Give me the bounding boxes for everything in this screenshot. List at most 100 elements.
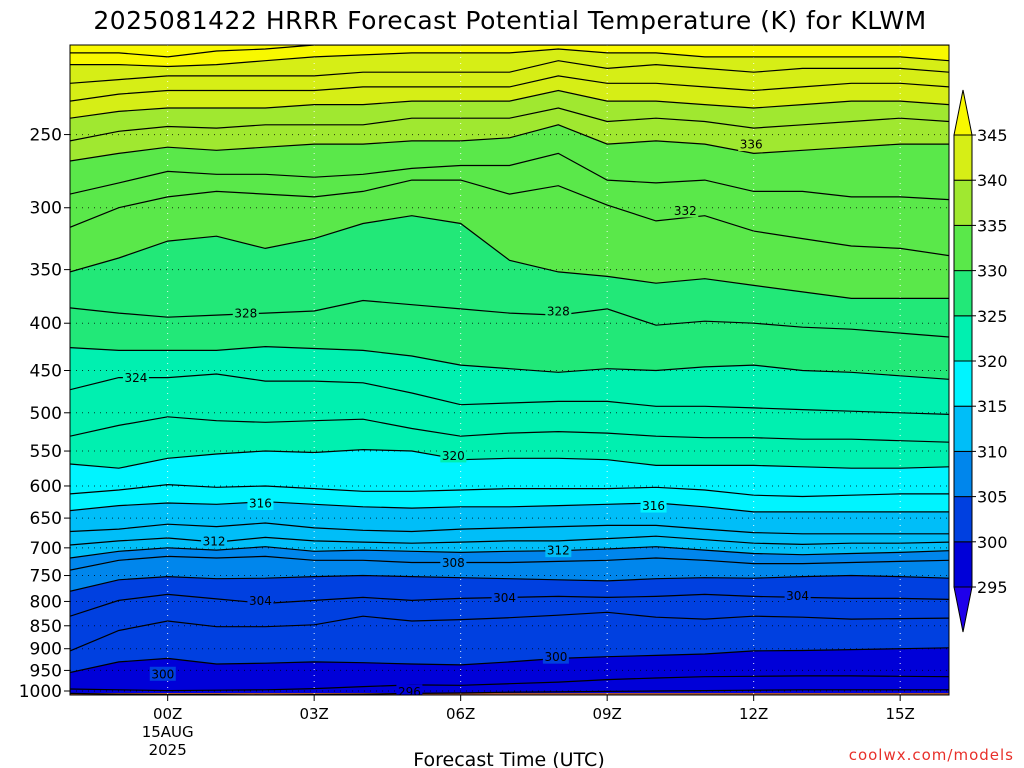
contour-label: 316 bbox=[247, 495, 274, 510]
contour-label-bg bbox=[545, 303, 572, 318]
y-tick-label: 300 bbox=[30, 199, 62, 219]
contour-label: 312 bbox=[201, 533, 228, 548]
x-tick-label: 12Z bbox=[739, 705, 768, 723]
colorbar-tick-label: 305 bbox=[977, 488, 1008, 507]
colorbar-tick-label: 335 bbox=[977, 216, 1008, 235]
y-axis: 250 300 350 400 450 500 550 600 650 700 750 800 850 9… bbox=[19, 126, 70, 702]
colorbar-tick-label: 300 bbox=[977, 533, 1008, 552]
colorbar-swatch bbox=[953, 405, 973, 452]
colorbar-tick-label: 320 bbox=[977, 352, 1008, 371]
isentrope-line bbox=[70, 647, 949, 674]
isentrope-line bbox=[70, 483, 949, 498]
isentrope-line bbox=[70, 215, 949, 299]
colorbar-swatch bbox=[953, 541, 973, 588]
contour-label-text: 332 bbox=[674, 204, 697, 218]
contour-label: 316 bbox=[640, 498, 667, 513]
contour-label-bg bbox=[247, 593, 274, 608]
contour-label-bg bbox=[491, 590, 518, 605]
isentrope-line bbox=[70, 546, 949, 559]
terrain-layer bbox=[70, 693, 949, 695]
y-tick-label: 600 bbox=[30, 477, 62, 497]
contour-label: 320 bbox=[440, 448, 467, 463]
colorbar-swatch bbox=[953, 360, 973, 407]
contour-label-text: 300 bbox=[544, 650, 567, 664]
theta-band-346 bbox=[70, 45, 949, 67]
contour-labels: 336 332 328 328 324 320 316 316 312 312 308 304 304 3… bbox=[122, 137, 811, 699]
x-tick-label: 00Z bbox=[153, 705, 182, 723]
x-tick-label: 06Z bbox=[446, 705, 475, 723]
contour-label-bg bbox=[232, 306, 259, 321]
contour-label: 300 bbox=[149, 666, 176, 681]
contour-label-bg bbox=[440, 448, 467, 463]
isentrope-line bbox=[70, 501, 949, 513]
contour-label: 328 bbox=[545, 303, 572, 318]
isentrope-line bbox=[70, 60, 949, 84]
isentrope-line bbox=[70, 555, 949, 571]
contour-label: 324 bbox=[122, 370, 149, 385]
plot-area: 336 332 328 328 324 320 316 316 312 312 308 304 304 3… bbox=[70, 45, 949, 699]
contour-label-text: 316 bbox=[642, 499, 665, 513]
contour-label-bg bbox=[396, 684, 423, 695]
contour-label: 336 bbox=[738, 137, 765, 152]
colorbar-tick-label: 325 bbox=[977, 307, 1008, 326]
contour-label-bg bbox=[440, 555, 467, 570]
isentrope-line bbox=[70, 107, 949, 142]
contour-label: 312 bbox=[545, 543, 572, 558]
x-tick-date: 15AUG bbox=[142, 723, 194, 741]
contour-label-text: 328 bbox=[234, 307, 257, 321]
contour-label-text: 308 bbox=[442, 556, 465, 570]
colorbar-tick-label: 330 bbox=[977, 262, 1008, 281]
contour-label-bg bbox=[247, 495, 274, 510]
contour-label: 332 bbox=[672, 203, 699, 218]
y-tick-label: 500 bbox=[30, 404, 62, 424]
colorbar-tick-label: 310 bbox=[977, 442, 1008, 461]
x-tick-label: 03Z bbox=[299, 705, 328, 723]
isentrope-line bbox=[70, 448, 949, 469]
isentrope-line bbox=[70, 179, 949, 257]
y-tick-label: 1000 bbox=[19, 682, 62, 702]
x-tick-year: 2025 bbox=[149, 741, 187, 759]
y-tick-label: 850 bbox=[30, 617, 62, 637]
colorbar-tick-label: 345 bbox=[977, 126, 1008, 145]
contour-label-text: 316 bbox=[249, 496, 272, 510]
contour-label-text: 296 bbox=[398, 685, 421, 699]
colorbar-swatch bbox=[953, 270, 973, 317]
contour-label-text: 304 bbox=[493, 591, 516, 605]
contour-label: 304 bbox=[491, 590, 518, 605]
y-tick-label: 700 bbox=[30, 539, 62, 559]
contour-label-bg bbox=[545, 543, 572, 558]
contour-label-text: 320 bbox=[442, 449, 465, 463]
colorbar-swatch bbox=[953, 450, 973, 498]
contour-label-text: 300 bbox=[151, 667, 174, 681]
chart-title: 2025081422 HRRR Forecast Potential Tempe… bbox=[93, 6, 926, 35]
contour-label-text: 312 bbox=[547, 544, 570, 558]
y-tick-label: 950 bbox=[30, 661, 62, 681]
contour-label: 300 bbox=[542, 649, 569, 664]
contour-label-bg bbox=[542, 649, 569, 664]
colorbar-swatch bbox=[953, 315, 973, 362]
contour-label: 328 bbox=[232, 306, 259, 321]
isentrope-line bbox=[70, 48, 949, 68]
contour-label-text: 312 bbox=[203, 534, 226, 548]
contour-label: 296 bbox=[396, 684, 423, 699]
y-tick-label: 900 bbox=[30, 640, 62, 660]
x-tick-label: 15Z bbox=[885, 705, 914, 723]
colorbar: 295 300 305 310 315 320 325 330 335 340 345 bbox=[953, 89, 1008, 633]
contour-label-text: 336 bbox=[740, 138, 763, 152]
isentrope-line bbox=[70, 611, 949, 652]
contour-label-bg bbox=[640, 498, 667, 513]
colorbar-tick-label: 340 bbox=[977, 171, 1008, 190]
colorbar-top-arrow bbox=[953, 89, 973, 136]
colorbar-swatch bbox=[953, 224, 973, 272]
isentrope-line bbox=[70, 345, 949, 380]
isentrope-line bbox=[70, 152, 949, 201]
isentrope-line bbox=[70, 373, 949, 415]
contour-label: 304 bbox=[784, 588, 811, 603]
isentrope-line bbox=[70, 574, 949, 592]
y-tick-label: 450 bbox=[30, 361, 62, 381]
y-tick-label: 350 bbox=[30, 261, 62, 281]
x-tick-label: 09Z bbox=[592, 705, 621, 723]
colorbar-tick-label: 295 bbox=[977, 578, 1008, 597]
